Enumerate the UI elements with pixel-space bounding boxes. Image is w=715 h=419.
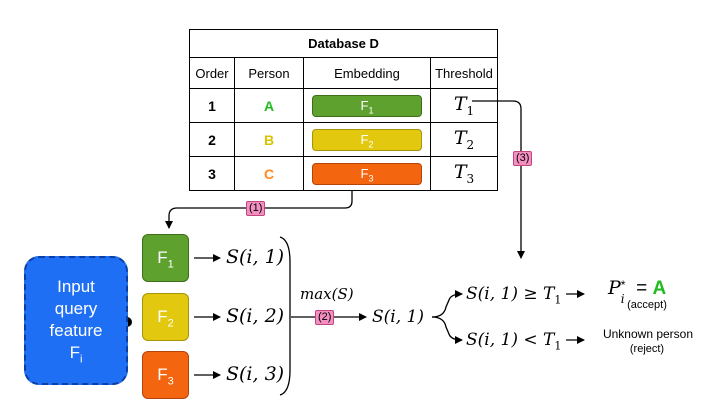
input-query-box: Input query feature Fi (24, 256, 128, 385)
query-line1: Input (57, 277, 95, 296)
column-person: Person (234, 57, 304, 89)
order-cell: 1 (189, 88, 235, 123)
feature-box-1: F1 (142, 234, 189, 282)
reject-condition: S(i, 1) < T1 (466, 330, 562, 353)
score-3: S(i, 3) (226, 363, 285, 385)
score-bracket (279, 236, 291, 396)
embedding-box: F3 (312, 162, 422, 185)
accept-condition: S(i, 1) ≥ T1 (466, 284, 562, 307)
step3-label: (3) (513, 151, 533, 166)
reject-result: Unknown person (602, 327, 694, 341)
table-row: 3 C F3 T3 (189, 156, 498, 191)
person-cell: A (234, 88, 304, 123)
database-table: Database D Order Person Embedding Thresh… (189, 29, 498, 191)
embedding-box: F1 (312, 94, 422, 117)
column-threshold: Threshold (430, 57, 498, 89)
selected-score: S(i, 1) (372, 307, 424, 327)
step1-label: (1) (246, 201, 266, 216)
person-cell: C (234, 156, 304, 191)
feature-box-2: F2 (142, 293, 189, 341)
column-embedding: Embedding (303, 57, 431, 89)
max-label: max(S) (300, 285, 354, 303)
threshold-cell: T2 (430, 122, 498, 157)
threshold-cell: T1 (430, 88, 498, 123)
accept-note: (accept) (627, 299, 667, 311)
threshold-cell: T3 (430, 156, 498, 191)
accept-result: P * i = A (608, 277, 667, 306)
query-line2: query (54, 299, 98, 318)
person-cell: B (234, 122, 304, 157)
order-cell: 2 (189, 122, 235, 157)
reject-note: (reject) (629, 343, 665, 355)
decision-brace (431, 290, 463, 318)
query-line3: feature (49, 321, 103, 340)
score-1: S(i, 1) (226, 246, 285, 268)
arrow-step3 (472, 100, 525, 259)
feature-box-3: F3 (142, 351, 189, 399)
accept-person: A (652, 278, 667, 299)
table-row: 2 B F2 T2 (189, 122, 498, 157)
decision-brace-lower (431, 316, 463, 344)
table-row: 1 A F1 T1 (189, 88, 498, 123)
database-title: Database D (189, 29, 498, 58)
embedding-box: F2 (312, 128, 422, 151)
step2-label: (2) (315, 310, 335, 325)
order-cell: 3 (189, 156, 235, 191)
embedding-cell: F3 (303, 156, 431, 191)
embedding-cell: F2 (303, 122, 431, 157)
embedding-cell: F1 (303, 88, 431, 123)
query-line4: Fi (69, 343, 83, 366)
column-order: Order (189, 57, 235, 89)
score-2: S(i, 2) (226, 305, 285, 327)
